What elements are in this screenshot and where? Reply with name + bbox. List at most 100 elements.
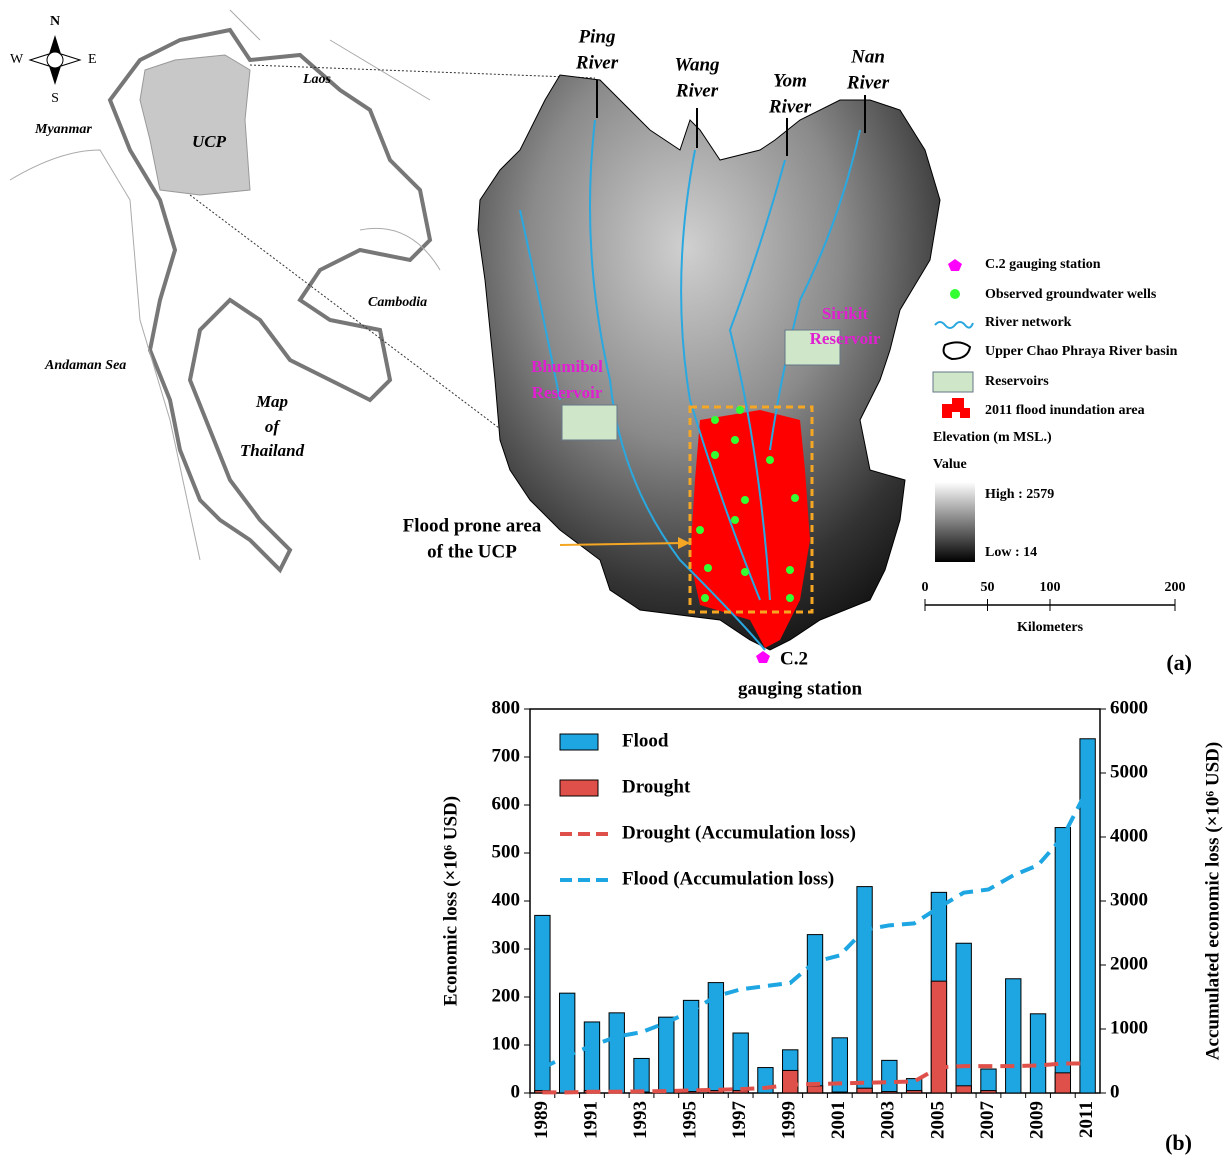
station-label: C.2 [780, 648, 808, 669]
scale-unit: Kilometers [1017, 620, 1084, 635]
country-label: Myanmar [34, 122, 92, 137]
river-label: Ping [578, 26, 616, 47]
scale-label: 200 [1165, 580, 1186, 595]
y-tick-label: 600 [492, 793, 521, 814]
river-label: Wang [674, 54, 719, 75]
legend-title: Elevation (m MSL.) [933, 430, 1052, 445]
legend-swatch [560, 780, 598, 796]
reservoir-label: Reservoir [532, 383, 603, 402]
x-tick-label: 2009 [1026, 1101, 1047, 1139]
legend-icon [933, 372, 973, 392]
y-tick-label: 400 [492, 889, 521, 910]
legend-label: High : 2579 [985, 487, 1054, 502]
river-label: River [675, 80, 719, 101]
chart: 0100200300400500600700800010002000300040… [440, 697, 1223, 1155]
y-tick-label: 300 [492, 937, 521, 958]
panel-label: (b) [1165, 1130, 1192, 1155]
scale-label: 100 [1040, 580, 1061, 595]
legend-label: 2011 flood inundation area [985, 403, 1145, 418]
bar [1080, 739, 1095, 1093]
bar [956, 943, 971, 1093]
bar [857, 1088, 872, 1093]
bar [584, 1022, 599, 1093]
bar [832, 1092, 847, 1093]
basin-map: Ping River Wang River Yom River Nan Rive… [403, 26, 940, 699]
y2-axis-title: Accumulated economic loss (×10⁶ USD) [1202, 742, 1223, 1060]
bar [1055, 1073, 1070, 1093]
bar [931, 981, 946, 1093]
bar [906, 1091, 921, 1093]
legend-icon [950, 289, 960, 299]
legend-label: Reservoirs [985, 374, 1049, 389]
x-tick-label: 2007 [977, 1101, 998, 1140]
x-tick-label: 1999 [779, 1101, 800, 1139]
annotation: Flood prone area [403, 515, 542, 536]
bar [559, 993, 574, 1093]
compass [30, 35, 80, 85]
map-legend: C.2 gauging station Observed groundwater… [922, 257, 1193, 675]
compass-label: N [50, 14, 60, 29]
river-label: Yom [773, 70, 807, 91]
legend-swatch [560, 734, 598, 750]
bar [1006, 979, 1021, 1093]
x-tick-label: 1995 [679, 1101, 700, 1139]
bar [807, 935, 822, 1093]
reservoir-label: Sirikit [822, 304, 869, 323]
sea-label: Andaman Sea [44, 358, 126, 373]
bar [659, 1017, 674, 1093]
bar [981, 1069, 996, 1093]
y-tick-label: 100 [492, 1033, 521, 1054]
map-title: of [265, 417, 282, 436]
bar [683, 1000, 698, 1093]
x-tick-label: 1997 [729, 1101, 750, 1140]
bar [609, 1013, 624, 1093]
bar [1030, 1014, 1045, 1093]
annotation: of the UCP [427, 541, 517, 562]
legend-icon [935, 322, 973, 328]
x-tick-label: 2003 [878, 1101, 899, 1139]
y2-tick-label: 6000 [1110, 697, 1148, 718]
river-label: River [768, 96, 812, 117]
bar [981, 1091, 996, 1093]
compass-label: S [51, 91, 59, 106]
ucp-region [140, 55, 250, 195]
x-tick-label: 1993 [630, 1101, 651, 1139]
bar [807, 1086, 822, 1093]
bar [634, 1058, 649, 1093]
legend-label: Observed groundwater wells [985, 287, 1157, 302]
bar [882, 1092, 897, 1093]
y-tick-label: 700 [492, 745, 521, 766]
y-tick-label: 800 [492, 697, 521, 718]
y-tick-label: 0 [511, 1081, 521, 1102]
scale-label: 50 [981, 580, 995, 595]
y2-tick-label: 5000 [1110, 761, 1148, 782]
legend-label: Low : 14 [985, 545, 1037, 560]
legend-label: Drought (Accumulation loss) [622, 822, 856, 843]
bar [783, 1070, 798, 1093]
scale-label: 0 [922, 580, 929, 595]
station-marker [756, 651, 770, 663]
river-label: River [846, 72, 890, 93]
elevation-bar [935, 482, 975, 562]
y-tick-label: 500 [492, 841, 521, 862]
y2-tick-label: 1000 [1110, 1017, 1148, 1038]
bar [857, 887, 872, 1093]
y2-tick-label: 4000 [1110, 825, 1148, 846]
x-tick-label: 1991 [580, 1101, 601, 1139]
panel-label: (a) [1166, 650, 1192, 675]
reservoir-label: Reservoir [810, 329, 881, 348]
legend-label: C.2 gauging station [985, 257, 1101, 272]
zoom-line [190, 195, 515, 440]
x-tick-label: 2001 [828, 1101, 849, 1139]
region-label: UCP [192, 132, 227, 151]
bar [1055, 828, 1070, 1093]
scale-bar: 0 50 100 200 [922, 580, 1186, 611]
x-tick-label: 2011 [1076, 1101, 1097, 1138]
zoom-line [250, 65, 595, 78]
legend-label: Drought [622, 776, 691, 797]
y-tick-label: 200 [492, 985, 521, 1006]
x-tick-label: 1989 [531, 1101, 552, 1139]
legend-icon [948, 259, 962, 271]
country-label: Laos [302, 72, 332, 87]
legend-icon [942, 398, 970, 418]
